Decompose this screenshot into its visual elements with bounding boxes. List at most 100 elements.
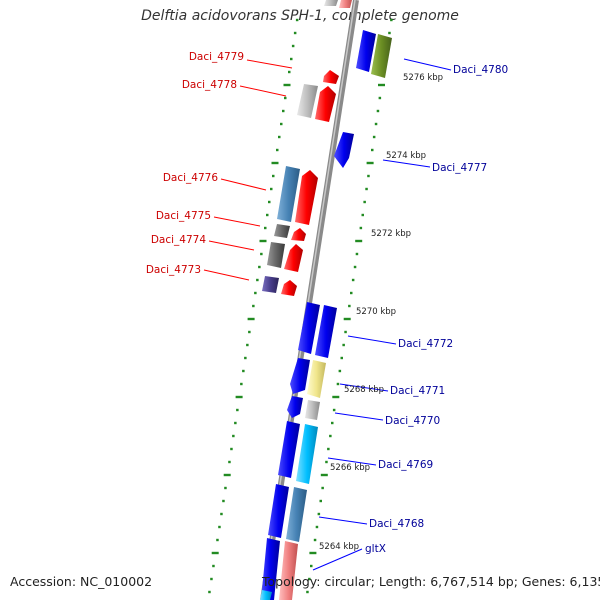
gene-daci-4777[interactable] [334,132,354,168]
label-daci-4779[interactable]: Daci_4779 [189,51,293,69]
inner-tick-mark [244,356,247,360]
gene-daci-4775[interactable] [274,224,306,241]
gene-arrow-red [291,228,306,241]
inner-tick-mark [256,278,259,282]
leader-line [220,178,267,191]
inner-tick-mark [232,434,235,438]
gene-daci-4778[interactable] [297,84,336,122]
outer-tick-mark [315,525,319,529]
gene-label-text: Daci_4778 [182,79,237,91]
gene-arrow-blue [334,132,354,168]
gene-block-steelblue [286,487,307,542]
outer-tick-mark [355,252,359,256]
outer-tick-mark [355,239,363,243]
gene-daci-4776[interactable] [277,166,318,225]
inner-tick-mark [283,83,291,87]
gene-daci-4769[interactable] [278,421,318,484]
inner-tick-mark [260,252,263,256]
inner-tick-mark [254,291,257,295]
gene-block-gray [297,84,318,118]
outer-tick-mark [338,369,342,373]
outer-tick-mark [306,590,309,594]
gene-daci-4770[interactable] [287,396,320,420]
gene-gltx[interactable] [260,538,298,600]
gene-arrow-blue [290,358,310,394]
label-daci-4769[interactable]: Daci_4769 [327,457,433,471]
outer-tick-mark [376,109,380,113]
outer-tick-mark [309,551,317,555]
outer-tick-ring [306,18,393,594]
inner-tick-mark [293,31,297,35]
outer-tick-mark [331,421,334,425]
label-daci-4774[interactable]: Daci_4774 [151,234,255,251]
inner-tick-mark [266,213,269,217]
inner-tick-mark [224,486,227,490]
leader-line [403,58,452,71]
gene-arrow-red [281,280,297,296]
outer-tick-mark [378,96,382,100]
gene-daci-4771[interactable] [290,358,326,398]
leader-line [347,335,397,345]
leader-line [334,412,384,421]
gene-label-text: Daci_4775 [156,210,211,222]
gene-arrow-red [315,86,336,122]
gene-arrow-blue [298,302,320,354]
gene-arrow-red [284,244,303,272]
gene-daci-4768[interactable] [268,484,307,542]
label-gltx[interactable]: gltX [312,543,386,571]
inner-tick-mark [284,96,287,100]
label-daci-4780[interactable]: Daci_4780 [403,58,508,76]
label-daci-4775[interactable]: Daci_4775 [156,210,261,227]
inner-tick-mark [211,551,219,555]
label-daci-4771[interactable]: Daci_4771 [339,383,445,397]
outer-tick-mark [325,460,328,464]
outer-tick-mark [317,512,321,516]
outer-tick-mark [350,291,353,295]
gene-daci-4780[interactable] [356,30,392,78]
gene-block-darkgray [274,224,290,238]
inner-tick-mark [282,109,285,113]
map-title: Delftia acidovorans SPH-1, complete geno… [141,8,459,24]
gene-block-gray [305,400,320,420]
label-daci-4770[interactable]: Daci_4770 [334,412,440,427]
gene-arrow-blue [261,538,280,600]
gene-arrow-red [295,170,318,225]
gene-daci-4774[interactable] [267,242,303,272]
gene-arrow-blue [287,396,303,418]
outer-tick-mark [351,278,355,282]
scale-label: 5264 kbp [319,542,359,552]
inner-tick-mark [280,122,283,126]
outer-tick-mark [321,486,324,490]
inner-tick-mark [290,57,293,61]
gene-daci-4773[interactable] [262,276,297,296]
inner-tick-mark [242,369,245,373]
inner-tick-mark [246,343,249,347]
gene-arrow-red [323,70,339,84]
gene-block-khaki [307,360,326,398]
gene-daci-4779[interactable] [323,70,339,84]
gene-arrow-blue [278,421,300,478]
gene-label-text: Daci_4768 [369,518,424,530]
label-daci-4777[interactable]: Daci_4777 [382,159,487,174]
outer-tick-mark [365,187,368,191]
inner-tick-mark [210,577,213,581]
label-daci-4768[interactable]: Daci_4768 [318,516,424,530]
gene-daci-4772[interactable] [298,302,337,358]
label-daci-4776[interactable]: Daci_4776 [163,172,267,191]
outer-tick-mark [367,174,370,178]
outer-tick-mark [327,447,330,451]
outer-tick-mark [371,148,374,152]
leader-line [203,269,250,281]
inner-tick-mark [228,460,231,464]
label-daci-4778[interactable]: Daci_4778 [182,79,287,97]
outer-tick-mark [329,434,332,438]
gene-block-salmon [279,541,298,600]
label-daci-4772[interactable]: Daci_4772 [347,335,453,350]
outer-tick-mark [319,499,322,503]
leader-line [382,159,431,168]
label-daci-4773[interactable]: Daci_4773 [146,264,250,281]
outer-tick-mark [332,395,340,399]
gene-label-text: Daci_4779 [189,51,244,63]
gene-partial-salmon [339,0,352,8]
outer-tick-mark [353,265,357,269]
